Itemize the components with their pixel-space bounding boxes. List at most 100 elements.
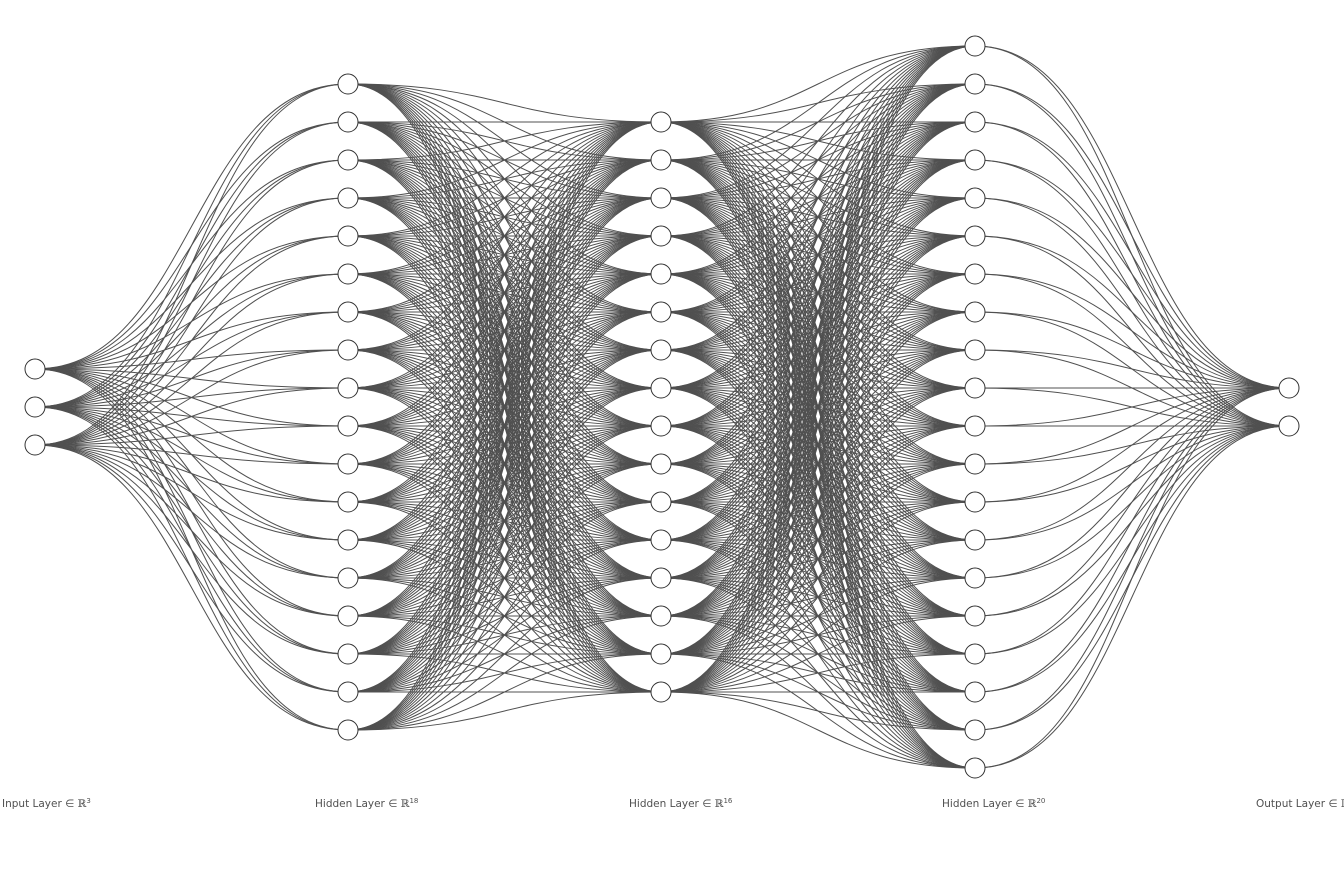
layer-label-text: Output Layer ∈ [1256,798,1341,810]
neuron-hidden3-10 [964,415,986,437]
connection-hidden1-17-hidden2-2 [347,197,662,731]
connection-hidden3-4-output-0 [974,197,1290,389]
connection-hidden1-17-hidden2-10 [347,501,662,731]
connection-hidden2-2-hidden3-0 [660,45,976,199]
neuron-hidden1-17 [337,719,359,741]
neuron-hidden1-2 [337,149,359,171]
connection-input-2-hidden1-7 [34,349,349,446]
reals-symbol: ℝ [714,798,724,810]
connection-hidden2-15-hidden3-16 [660,653,976,693]
connection-input-2-hidden1-17 [34,444,349,731]
neuron-hidden3-16 [964,643,986,665]
neuron-hidden2-0 [650,111,672,133]
connection-hidden2-5-hidden3-0 [660,45,976,313]
connections-group [34,45,1290,769]
neuron-hidden3-1 [964,73,986,95]
connection-hidden2-7-hidden3-0 [660,45,976,389]
connection-hidden2-10-hidden3-0 [660,45,976,503]
neuron-hidden1-11 [337,491,359,513]
neuron-hidden1-8 [337,377,359,399]
connection-hidden2-15-hidden3-8 [660,349,976,693]
connection-hidden1-8-hidden2-0 [347,121,662,389]
neuron-input-2 [24,434,46,456]
neuron-hidden1-6 [337,301,359,323]
connection-hidden1-5-hidden2-0 [347,121,662,275]
connection-hidden3-1-output-0 [974,83,1290,389]
connection-input-2-hidden1-8 [34,387,349,446]
neuron-hidden3-9 [964,377,986,399]
connection-hidden2-15-hidden3-19 [660,691,976,769]
neurons-group [24,35,1300,779]
layer-dimension: 20 [1036,797,1046,805]
connection-hidden2-15-hidden3-12 [660,501,976,693]
neuron-hidden1-7 [337,339,359,361]
neuron-hidden1-9 [337,415,359,437]
connection-hidden2-15-hidden3-7 [660,311,976,693]
connection-hidden2-15-hidden3-6 [660,273,976,693]
connection-hidden1-16-hidden2-0 [347,121,662,693]
connection-hidden3-12-output-0 [974,387,1290,503]
layer-label-text: Hidden Layer ∈ [942,798,1028,810]
neuron-hidden1-12 [337,529,359,551]
layer-dimension: 3 [86,797,91,805]
reals-symbol: ℝ [77,798,87,810]
connection-hidden2-15-hidden3-11 [660,463,976,693]
connection-input-2-hidden1-14 [34,444,349,617]
connection-hidden2-11-hidden3-0 [660,45,976,541]
connection-hidden2-15-hidden3-2 [660,121,976,693]
connection-hidden3-18-output-0 [974,387,1290,731]
neuron-hidden2-15 [650,681,672,703]
connection-input-2-hidden1-1 [34,121,349,446]
connection-hidden2-13-hidden3-0 [660,45,976,617]
layer-dimension: 16 [723,797,733,805]
connection-hidden2-15-hidden3-10 [660,425,976,693]
neuron-input-0 [24,358,46,380]
neuron-hidden3-12 [964,491,986,513]
connection-hidden2-0-hidden3-0 [660,45,976,123]
connection-hidden2-1-hidden3-0 [660,45,976,161]
connection-hidden3-6-output-0 [974,273,1290,389]
layer-label-text: Hidden Layer ∈ [315,798,401,810]
neuron-hidden2-8 [650,415,672,437]
connection-input-2-hidden1-9 [34,425,349,446]
neuron-output-0 [1278,377,1300,399]
connection-hidden1-11-hidden2-0 [347,121,662,503]
connection-input-2-hidden1-13 [34,444,349,579]
connection-hidden1-17-hidden2-6 [347,349,662,731]
neuron-hidden1-5 [337,263,359,285]
connection-hidden1-17-hidden2-12 [347,577,662,731]
connection-hidden3-19-output-0 [974,387,1290,769]
neuron-hidden3-4 [964,187,986,209]
connection-hidden2-15-hidden3-4 [660,197,976,693]
connection-hidden3-17-output-0 [974,387,1290,693]
connection-hidden2-15-hidden3-1 [660,83,976,693]
connection-hidden3-11-output-0 [974,387,1290,465]
connection-hidden2-3-hidden3-0 [660,45,976,237]
neuron-hidden3-5 [964,225,986,247]
connection-hidden2-15-hidden3-18 [660,691,976,731]
neuron-hidden1-13 [337,567,359,589]
layer-label-input: Input Layer ∈ ℝ3 [2,797,91,810]
neuron-hidden1-0 [337,73,359,95]
connection-hidden1-17-hidden2-0 [347,121,662,731]
layer-label-text: Input Layer ∈ [2,798,78,810]
connection-hidden2-8-hidden3-0 [660,45,976,427]
neuron-hidden2-5 [650,301,672,323]
connection-hidden3-8-output-0 [974,349,1290,389]
connection-hidden1-17-hidden2-11 [347,539,662,731]
connection-hidden1-17-hidden2-5 [347,311,662,731]
connection-hidden3-5-output-0 [974,235,1290,389]
neuron-input-1 [24,396,46,418]
connection-hidden1-15-hidden2-0 [347,121,662,655]
connection-hidden2-14-hidden3-0 [660,45,976,655]
connection-hidden1-17-hidden2-14 [347,653,662,731]
neuron-hidden2-13 [650,605,672,627]
connection-input-2-hidden1-6 [34,311,349,446]
connection-hidden1-17-hidden2-9 [347,463,662,731]
neuron-hidden1-16 [337,681,359,703]
connection-hidden2-15-hidden3-13 [660,539,976,693]
neuron-hidden3-2 [964,111,986,133]
connection-hidden1-7-hidden2-0 [347,121,662,351]
neuron-hidden3-19 [964,757,986,779]
